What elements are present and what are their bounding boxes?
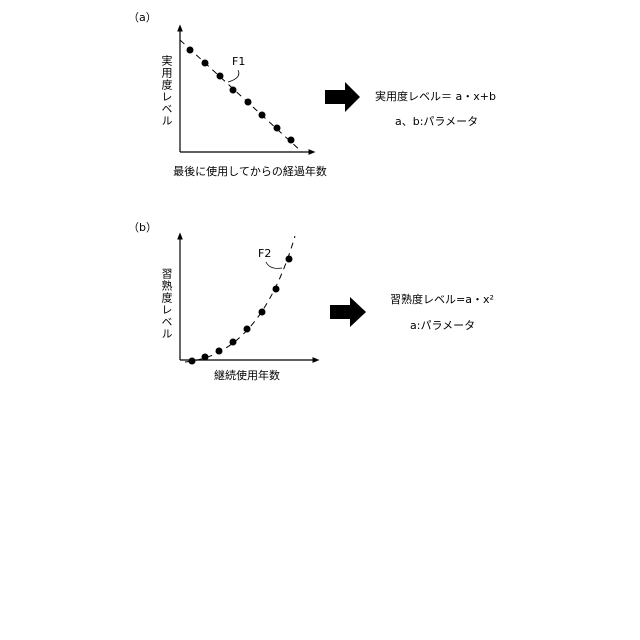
y-axis-label: 実用度レベル xyxy=(160,54,173,127)
arrow xyxy=(330,297,366,327)
leader xyxy=(266,262,282,268)
x-axis-label: 最後に使用してからの経過年数 xyxy=(173,164,327,178)
parameters: a、b:パラメータ xyxy=(395,115,478,128)
panel-label: （a） xyxy=(128,11,157,24)
trend-curve xyxy=(185,236,295,362)
panel-label: （b） xyxy=(128,221,157,234)
leader xyxy=(228,70,239,82)
formula: 実用度レベル＝ a・x+b xyxy=(375,89,496,103)
curve-label: F1 xyxy=(232,55,245,68)
formula: 習熟度レベル=a・x² xyxy=(390,292,494,306)
y-axis-label: 習熟度レベル xyxy=(160,268,173,340)
parameters: a:パラメータ xyxy=(410,319,475,332)
data-points xyxy=(189,256,293,365)
x-axis-label: 継続使用年数 xyxy=(214,368,280,382)
arrow xyxy=(325,82,360,112)
curve-label: F2 xyxy=(258,247,271,260)
